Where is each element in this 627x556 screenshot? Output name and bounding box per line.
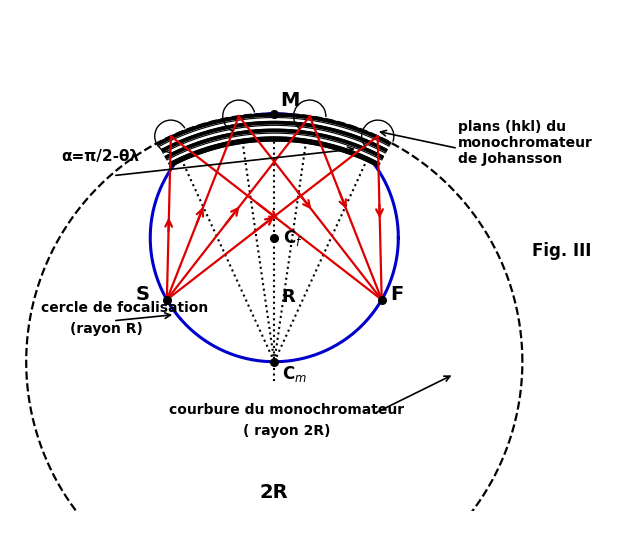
Polygon shape (162, 121, 387, 153)
Polygon shape (169, 137, 380, 167)
Text: (rayon R): (rayon R) (70, 322, 142, 336)
Text: α=π/2-θλ: α=π/2-θλ (61, 149, 139, 164)
Text: cercle de focalisation: cercle de focalisation (41, 301, 208, 315)
Text: S: S (136, 285, 150, 304)
Text: ( rayon 2R): ( rayon 2R) (243, 424, 330, 438)
Text: plans (hkl) du
monochromateur
de Johansson: plans (hkl) du monochromateur de Johanss… (458, 120, 593, 166)
Polygon shape (158, 113, 391, 146)
Text: courbure du monochromateur: courbure du monochromateur (169, 403, 404, 417)
Text: R: R (282, 288, 295, 306)
Text: 2R: 2R (260, 483, 288, 502)
Polygon shape (160, 117, 389, 150)
Text: M: M (280, 91, 300, 110)
Polygon shape (163, 125, 385, 156)
Polygon shape (167, 133, 382, 163)
Text: Fig. III: Fig. III (532, 242, 592, 260)
Text: C$_f$: C$_f$ (283, 228, 303, 247)
Text: F: F (391, 285, 404, 304)
Polygon shape (165, 129, 384, 160)
Text: C$_m$: C$_m$ (282, 364, 307, 384)
